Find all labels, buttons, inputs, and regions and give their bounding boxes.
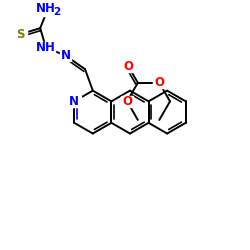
Bar xyxy=(121,96,133,107)
Bar xyxy=(36,2,60,16)
Text: S: S xyxy=(16,28,25,40)
Text: NH: NH xyxy=(36,2,56,15)
Bar xyxy=(15,29,26,40)
Text: 2: 2 xyxy=(53,7,60,17)
Bar xyxy=(123,62,134,72)
Text: N: N xyxy=(69,95,79,108)
Bar xyxy=(60,50,71,61)
Text: O: O xyxy=(122,95,132,108)
Text: NH: NH xyxy=(36,41,56,54)
Bar xyxy=(68,96,80,107)
Text: N: N xyxy=(60,49,70,62)
Text: O: O xyxy=(124,60,134,74)
Bar xyxy=(37,42,55,53)
Bar xyxy=(154,78,165,88)
Text: O: O xyxy=(154,76,164,89)
